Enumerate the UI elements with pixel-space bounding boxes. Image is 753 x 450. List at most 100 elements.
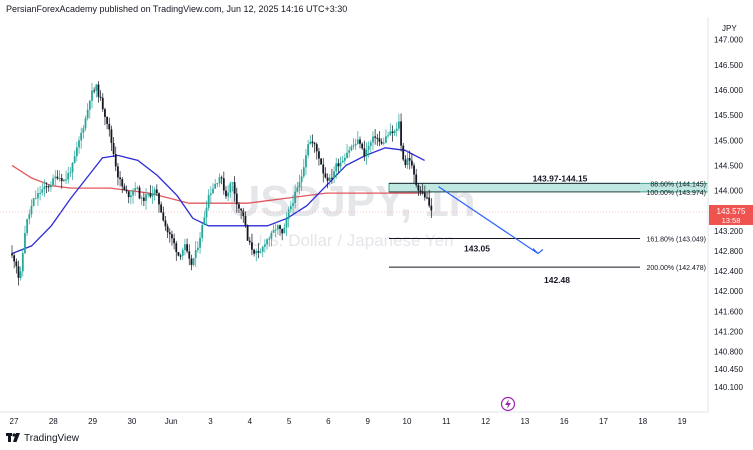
- candle-body: [140, 197, 143, 199]
- candle-body: [73, 156, 76, 163]
- candle-body: [272, 230, 275, 233]
- candle-body: [30, 206, 33, 215]
- candle-body: [328, 177, 331, 181]
- candle-body: [132, 190, 134, 196]
- fib-label: 100.00% (143.974): [646, 190, 706, 197]
- candle-body: [261, 246, 264, 252]
- tradingview-logo[interactable]: TradingView: [6, 433, 79, 444]
- x-tick-label: 4: [248, 417, 253, 426]
- candle-body: [324, 173, 327, 178]
- candle-body: [41, 189, 44, 193]
- candle-body: [287, 209, 290, 219]
- candle-body: [11, 253, 13, 256]
- candle-body: [15, 261, 18, 267]
- current-price-label: 143.575: [717, 207, 746, 216]
- candle-body: [259, 251, 262, 253]
- candle-body: [380, 141, 383, 144]
- candle-body: [52, 178, 54, 185]
- projection-arrow[interactable]: [438, 186, 539, 254]
- candle-body: [363, 148, 366, 157]
- candle-body: [341, 160, 344, 163]
- current-price-badge: [709, 204, 753, 225]
- candle-body: [203, 217, 206, 226]
- candle-body: [350, 146, 353, 151]
- candle-body: [283, 227, 286, 234]
- tradingview-brand: TradingView: [24, 433, 80, 444]
- y-tick-label: 143.200: [714, 227, 743, 236]
- candle-body: [129, 195, 132, 198]
- candle-body: [352, 145, 355, 147]
- candle-body: [326, 177, 329, 181]
- candle-body: [331, 177, 333, 179]
- candle-body: [229, 183, 232, 193]
- candle-body: [188, 251, 191, 259]
- candle-body: [244, 216, 247, 226]
- candle-body: [309, 141, 312, 145]
- candle-body: [62, 179, 65, 182]
- y-tick-label: 142.000: [714, 287, 743, 296]
- candle-body: [387, 135, 390, 137]
- publisher-line: PersianForexAcademy published on Trading…: [6, 4, 348, 14]
- fibonacci-levels[interactable]: 88.60% (144.145) 100.00% (143.974) 161.80%…: [389, 181, 706, 272]
- candle-body: [106, 116, 109, 124]
- candle-body: [19, 271, 22, 278]
- candle-body: [339, 162, 342, 167]
- candle-body: [153, 189, 156, 194]
- x-tick-label: 29: [88, 417, 97, 426]
- events-icon[interactable]: [500, 396, 516, 412]
- candle-body: [385, 136, 387, 143]
- candle-body: [313, 143, 316, 145]
- ma-slow-line: [11, 164, 425, 204]
- candle-body: [56, 176, 59, 179]
- y-tick-label: 144.500: [714, 161, 743, 170]
- candle-body: [292, 202, 294, 206]
- candle-body: [136, 187, 139, 189]
- candle-body: [372, 136, 374, 143]
- candle-body: [125, 189, 128, 192]
- candle-body: [233, 182, 236, 194]
- candle-body: [110, 129, 113, 143]
- candle-body: [225, 190, 227, 197]
- candle-body: [242, 210, 245, 217]
- watermark-description: U.S. Dollar / Japanese Yen: [250, 231, 453, 250]
- candle-body: [173, 238, 176, 244]
- candle-body: [298, 182, 301, 188]
- x-tick-label: 5: [287, 417, 292, 426]
- candle-body: [220, 177, 223, 179]
- candle-body: [28, 214, 31, 220]
- candle-body: [248, 240, 251, 243]
- candle-body: [171, 234, 173, 239]
- candle-body: [337, 163, 340, 167]
- candle-body: [333, 171, 335, 178]
- candle-body: [285, 218, 288, 228]
- candle-body: [192, 258, 195, 265]
- candle-body: [320, 158, 322, 165]
- x-tick-label: 6: [326, 417, 331, 426]
- x-tick-label: 11: [442, 417, 451, 426]
- candle-body: [391, 131, 394, 134]
- candle-body: [121, 179, 124, 187]
- candle-body: [222, 178, 225, 191]
- x-tick-label: Jun: [165, 417, 178, 426]
- candle-body: [78, 140, 80, 148]
- candle-body: [108, 123, 111, 130]
- candle-body: [43, 186, 46, 190]
- candle-body: [138, 187, 141, 199]
- x-tick-label: 12: [481, 417, 490, 426]
- x-tick-label: 17: [599, 417, 608, 426]
- candle-body: [86, 109, 89, 119]
- countdown-label: 13:58: [722, 216, 741, 225]
- candle-body: [253, 249, 255, 254]
- candle-body: [177, 252, 180, 256]
- candle-body: [134, 188, 137, 191]
- fib-label: 161.80% (143.049): [646, 236, 706, 243]
- candle-body: [227, 192, 230, 197]
- candle-body: [281, 228, 284, 234]
- candle-body: [114, 154, 117, 167]
- y-tick-label: 147.000: [714, 36, 743, 45]
- candle-body: [311, 141, 314, 144]
- candle-body: [13, 255, 16, 262]
- candle-body: [84, 118, 87, 129]
